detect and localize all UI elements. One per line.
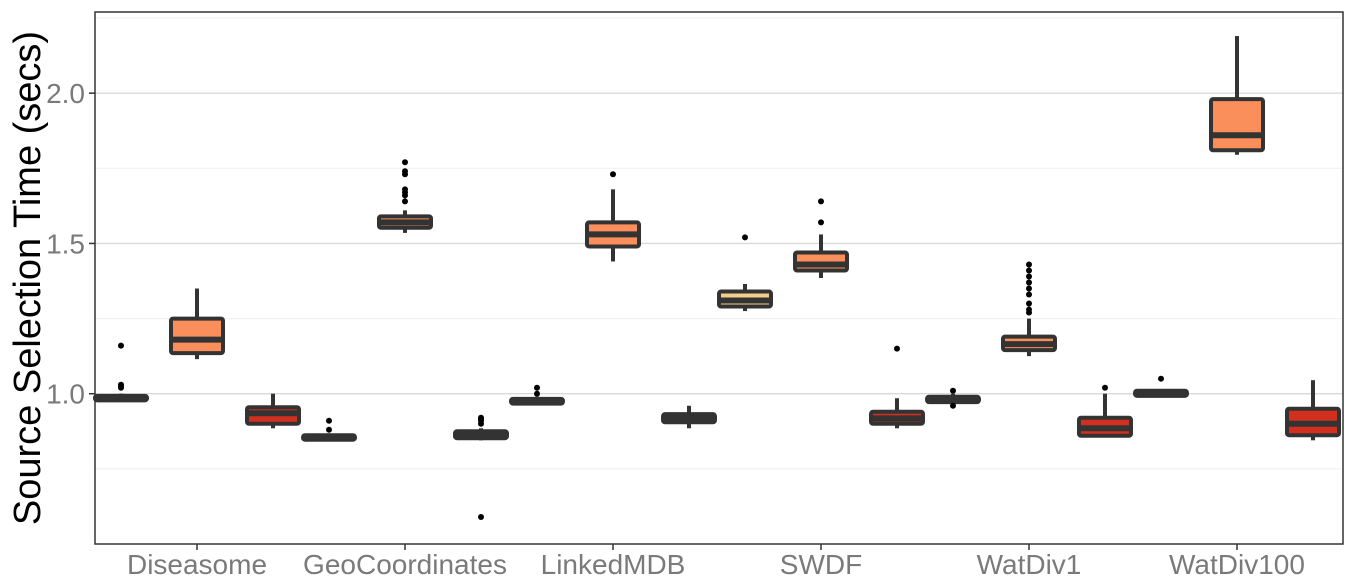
outlier-point [534, 384, 540, 391]
x-tick-label: SWDF [780, 549, 862, 580]
outlier-point [1102, 384, 1108, 391]
outlier-point [1026, 300, 1032, 307]
outlier-point [1026, 267, 1032, 274]
outlier-point [402, 168, 408, 175]
box-series [93, 36, 1341, 520]
x-axis-ticks: Diseasome GeoCoordinates LinkedMDB SWDF WatD… [127, 544, 1305, 580]
outlier-point [1026, 279, 1032, 286]
box-iqr [1209, 97, 1265, 153]
outlier-point [610, 171, 616, 178]
outlier-point [742, 234, 748, 241]
outlier-point [1158, 375, 1164, 382]
outlier-point [402, 198, 408, 205]
box-iqr [169, 316, 225, 356]
x-tick-label: WatDiv1 [977, 549, 1082, 580]
y-tick-label: 1.5 [46, 228, 85, 259]
outlier-point [402, 159, 408, 166]
outlier-point [1026, 261, 1032, 268]
x-tick-label: Diseasome [127, 549, 267, 580]
x-tick-label: LinkedMDB [541, 549, 686, 580]
outlier-point [1026, 273, 1032, 280]
grid-lines [95, 17, 1343, 470]
outlier-point [818, 219, 824, 226]
outlier-point [118, 381, 124, 388]
outlier-point [818, 198, 824, 205]
y-axis-title: Source Selection Time (secs) [7, 31, 49, 525]
y-tick-label: 1.0 [46, 379, 85, 410]
outlier-point [950, 402, 956, 409]
outlier-point [950, 387, 956, 394]
outlier-point [894, 345, 900, 352]
outlier-point [478, 513, 484, 520]
outlier-point [1026, 285, 1032, 292]
plot-panel-border [94, 11, 1344, 545]
outlier-point [478, 414, 484, 421]
outlier-point [326, 417, 332, 424]
outlier-point [402, 186, 408, 193]
outlier-point [118, 342, 124, 349]
x-tick-label: GeoCoordinates [303, 549, 507, 580]
outlier-point [326, 426, 332, 433]
outlier-point [1026, 306, 1032, 313]
box-iqr [793, 250, 849, 273]
y-axis-ticks: 1.0 1.5 2.0 [46, 78, 95, 410]
outlier-point [1026, 291, 1032, 298]
x-tick-label: WatDiv100 [1169, 549, 1305, 580]
outlier-point [534, 390, 540, 397]
y-tick-label: 2.0 [46, 78, 85, 109]
